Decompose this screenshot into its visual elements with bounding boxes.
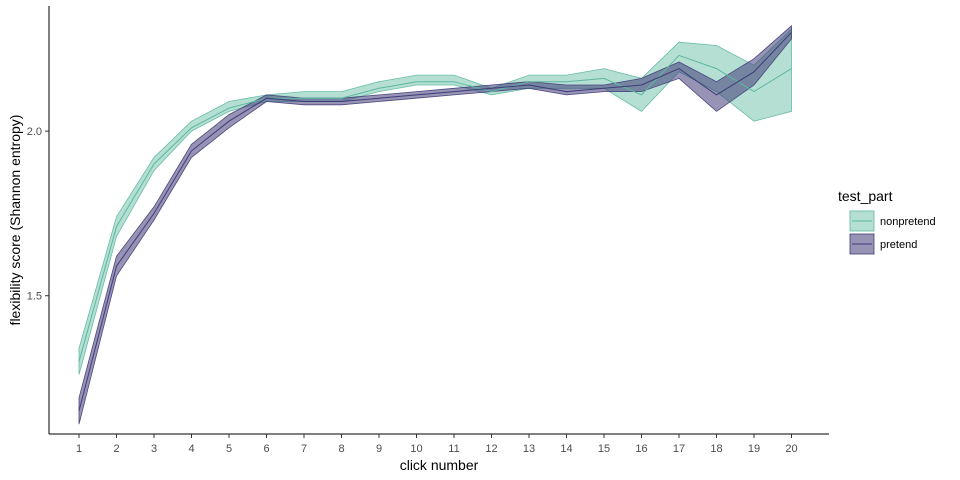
y-tick-label: 2.0 xyxy=(27,126,42,138)
y-tick-label: 1.5 xyxy=(27,291,42,303)
x-axis-title: click number xyxy=(400,457,479,473)
x-tick-label: 14 xyxy=(560,443,572,455)
x-tick-label: 13 xyxy=(523,443,535,455)
series-lines xyxy=(78,31,792,412)
confidence-bands xyxy=(78,24,792,425)
x-tick-label: 19 xyxy=(748,443,760,455)
legend: test_part nonpretend pretend xyxy=(838,188,936,255)
x-tick-label: 2 xyxy=(113,443,119,455)
x-tick-label: 11 xyxy=(448,443,459,455)
x-tick-label: 8 xyxy=(338,443,344,455)
legend-title: test_part xyxy=(838,188,893,204)
x-tick-label: 7 xyxy=(301,443,307,455)
x-tick-label: 4 xyxy=(188,443,194,455)
axes xyxy=(48,6,829,435)
band-pretend xyxy=(78,24,792,425)
x-tick-label: 10 xyxy=(410,443,422,455)
x-tick-label: 9 xyxy=(376,443,382,455)
x-tick-label: 15 xyxy=(598,443,610,455)
line-pretend xyxy=(78,31,792,412)
line-nonpretend xyxy=(78,54,792,362)
x-tick-label: 1 xyxy=(76,443,82,455)
x-tick-label: 16 xyxy=(635,443,647,455)
x-tick-label: 3 xyxy=(151,443,157,455)
y-ticks: 1.5 2.0 xyxy=(27,126,49,303)
x-ticks: 1 2 3 4 5 6 7 8 9 10 11 12 13 14 15 16 17 18 19 20 xyxy=(76,434,798,455)
x-tick-label: 6 xyxy=(263,443,269,455)
x-tick-label: 20 xyxy=(785,443,797,455)
x-tick-label: 12 xyxy=(485,443,497,455)
legend-label-pretend: pretend xyxy=(880,239,917,251)
x-tick-label: 17 xyxy=(673,443,685,455)
x-tick-label: 5 xyxy=(226,443,232,455)
legend-label-nonpretend: nonpretend xyxy=(880,216,936,228)
x-tick-label: 18 xyxy=(710,443,722,455)
y-axis-title: flexibility score (Shannon entropy) xyxy=(7,115,23,326)
